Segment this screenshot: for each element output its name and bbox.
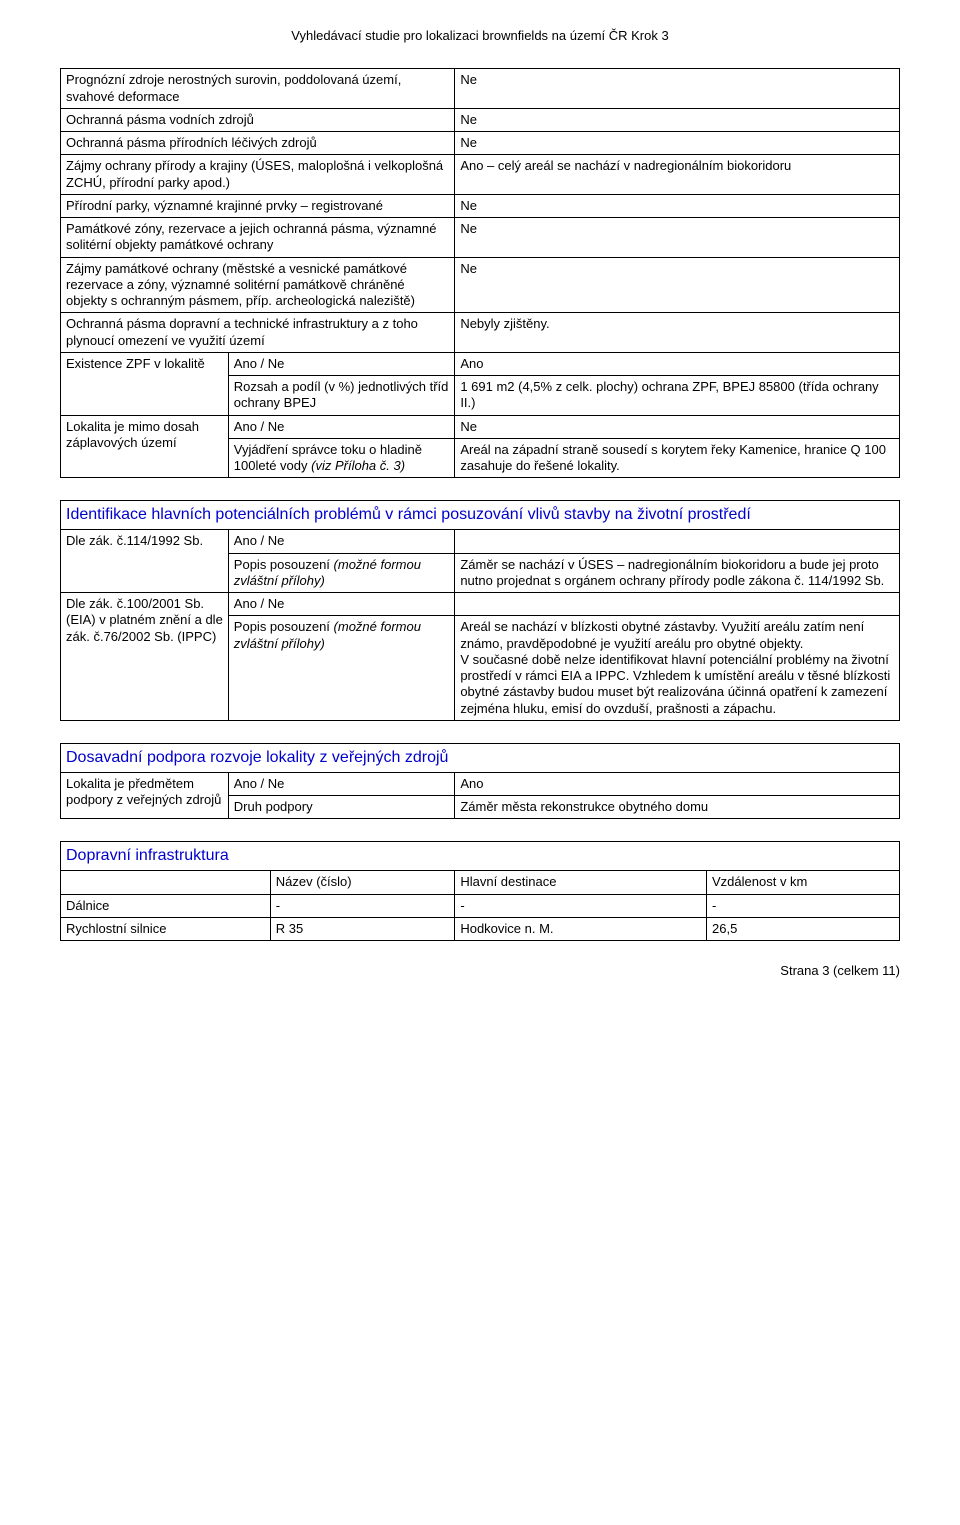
table-row: Existence ZPF v lokalitě Ano / Ne Ano: [61, 352, 900, 375]
group-key: Ano / Ne: [228, 530, 455, 553]
cell: 26,5: [707, 917, 900, 940]
row-label: Ochranná pásma vodních zdrojů: [61, 108, 455, 131]
cell: -: [707, 894, 900, 917]
row-value: Ne: [455, 257, 900, 313]
flood-label: Lokalita je mimo dosah záplavových území: [61, 415, 229, 478]
group-label: Dle zák. č.114/1992 Sb.: [61, 530, 229, 593]
row-label: Ochranná pásma dopravní a technické infr…: [61, 313, 455, 353]
row-value: Ne: [455, 69, 900, 109]
col-header: [61, 871, 271, 894]
table-row: Rychlostní silnice R 35 Hodkovice n. M. …: [61, 917, 900, 940]
row-label: Ochranná pásma přírodních léčivých zdroj…: [61, 132, 455, 155]
row-label: Prognózní zdroje nerostných surovin, pod…: [61, 69, 455, 109]
flood-key-text: Vyjádření správce toku o hladině 100leté…: [234, 442, 422, 473]
transport-infrastructure-table: Dopravní infrastruktura Název (číslo) Hl…: [60, 841, 900, 941]
table-row: Ochranná pásma dopravní a technické infr…: [61, 313, 900, 353]
row-label: Zájmy ochrany přírody a krajiny (ÚSES, m…: [61, 155, 455, 195]
page-header: Vyhledávací studie pro lokalizaci brownf…: [60, 28, 900, 44]
col-header: Hlavní destinace: [455, 871, 707, 894]
row-label: Zájmy památkové ochrany (městské a vesni…: [61, 257, 455, 313]
group-key-text: Popis posouzení (možné formou zvláštní p…: [234, 557, 421, 588]
cell: -: [455, 894, 707, 917]
row-value: Nebyly zjištěny.: [455, 313, 900, 353]
cell: Rychlostní silnice: [61, 917, 271, 940]
section-title-row: Identifikace hlavních potenciálních prob…: [61, 501, 900, 530]
group-value: Záměr se nachází v ÚSES – nadregionálním…: [455, 553, 900, 593]
table-row: Lokalita je předmětem podpory z veřejnýc…: [61, 772, 900, 795]
table-row: Ochranná pásma přírodních léčivých zdroj…: [61, 132, 900, 155]
section-title: Dopravní infrastruktura: [61, 842, 900, 871]
support-label: Lokalita je předmětem podpory z veřejnýc…: [61, 772, 229, 819]
zpf-value: 1 691 m2 (4,5% z celk. plochy) ochrana Z…: [455, 376, 900, 416]
public-support-table: Dosavadní podpora rozvoje lokality z veř…: [60, 743, 900, 820]
row-value: Ne: [455, 194, 900, 217]
group-value: [455, 593, 900, 616]
zpf-label: Existence ZPF v lokalitě: [61, 352, 229, 415]
flood-key: Vyjádření správce toku o hladině 100leté…: [228, 438, 455, 478]
table-row: Přírodní parky, významné krajinné prvky …: [61, 194, 900, 217]
table-row: Dálnice - - -: [61, 894, 900, 917]
table-row: Ochranná pásma vodních zdrojůNe: [61, 108, 900, 131]
table-row: Zájmy památkové ochrany (městské a vesni…: [61, 257, 900, 313]
group-label: Dle zák. č.100/2001 Sb. (EIA) v platném …: [61, 593, 229, 721]
section-title: Dosavadní podpora rozvoje lokality z veř…: [61, 743, 900, 772]
table-row: Památkové zóny, rezervace a jejich ochra…: [61, 218, 900, 258]
table-row: Zájmy ochrany přírody a krajiny (ÚSES, m…: [61, 155, 900, 195]
row-value: Ne: [455, 108, 900, 131]
table-row: Prognózní zdroje nerostných surovin, pod…: [61, 69, 900, 109]
row-value: Ne: [455, 132, 900, 155]
group-key-text: Popis posouzení (možné formou zvláštní p…: [234, 619, 421, 650]
group-value: [455, 530, 900, 553]
support-key: Ano / Ne: [228, 772, 455, 795]
flood-key: Ano / Ne: [228, 415, 455, 438]
section-title: Identifikace hlavních potenciálních prob…: [61, 501, 900, 530]
environmental-constraints-table: Prognózní zdroje nerostných surovin, pod…: [60, 68, 900, 478]
table-row: Lokalita je mimo dosah záplavových území…: [61, 415, 900, 438]
flood-value: Ne: [455, 415, 900, 438]
zpf-key: Ano / Ne: [228, 352, 455, 375]
row-label: Památkové zóny, rezervace a jejich ochra…: [61, 218, 455, 258]
eia-identification-table: Identifikace hlavních potenciálních prob…: [60, 500, 900, 721]
group-key: Ano / Ne: [228, 593, 455, 616]
col-header: Název (číslo): [270, 871, 455, 894]
cell: R 35: [270, 917, 455, 940]
cell: Dálnice: [61, 894, 271, 917]
group-key: Popis posouzení (možné formou zvláštní p…: [228, 616, 455, 721]
row-label: Přírodní parky, významné krajinné prvky …: [61, 194, 455, 217]
zpf-key: Rozsah a podíl (v %) jednotlivých tříd o…: [228, 376, 455, 416]
zpf-value: Ano: [455, 352, 900, 375]
section-title-row: Dopravní infrastruktura: [61, 842, 900, 871]
group-value: Areál se nachází v blízkosti obytné zást…: [455, 616, 900, 721]
table-row: Dle zák. č.100/2001 Sb. (EIA) v platném …: [61, 593, 900, 616]
row-value: Ne: [455, 218, 900, 258]
table-header-row: Název (číslo) Hlavní destinace Vzdálenos…: [61, 871, 900, 894]
section-title-row: Dosavadní podpora rozvoje lokality z veř…: [61, 743, 900, 772]
table-row: Dle zák. č.114/1992 Sb. Ano / Ne: [61, 530, 900, 553]
support-key: Druh podpory: [228, 796, 455, 819]
support-value: Ano: [455, 772, 900, 795]
col-header: Vzdálenost v km: [707, 871, 900, 894]
group-key: Popis posouzení (možné formou zvláštní p…: [228, 553, 455, 593]
page-footer: Strana 3 (celkem 11): [60, 963, 900, 979]
cell: -: [270, 894, 455, 917]
row-value: Ano – celý areál se nachází v nadregioná…: [455, 155, 900, 195]
cell: Hodkovice n. M.: [455, 917, 707, 940]
flood-value: Areál na západní straně sousedí s koryte…: [455, 438, 900, 478]
support-value: Záměr města rekonstrukce obytného domu: [455, 796, 900, 819]
